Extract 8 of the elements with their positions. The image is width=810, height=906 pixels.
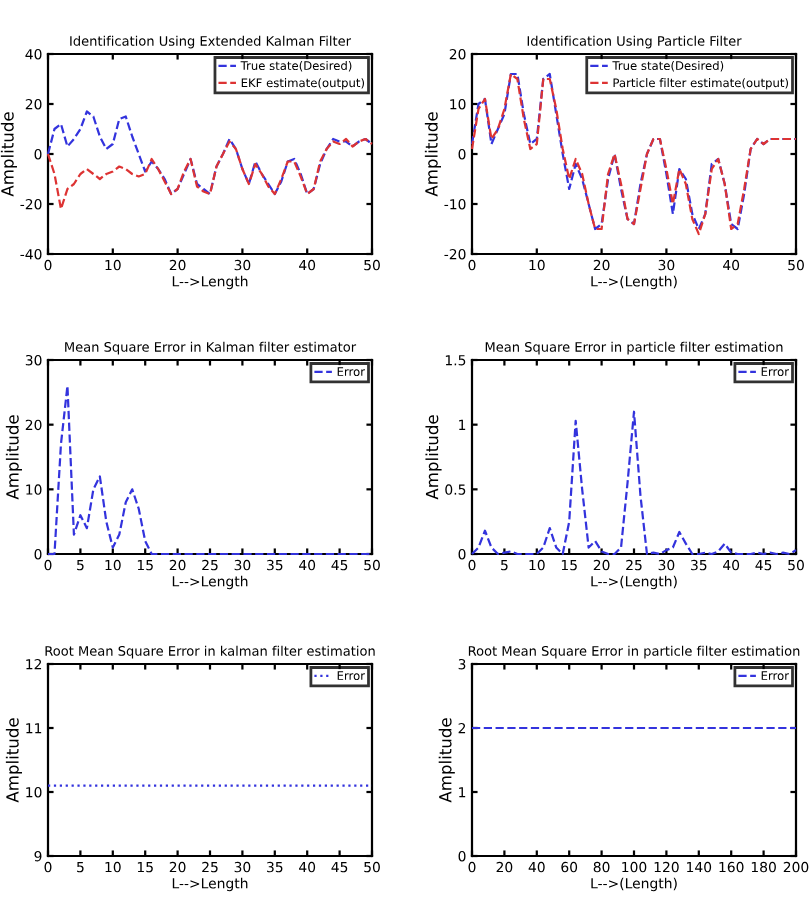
y-axis-title: Amplitude: [424, 112, 441, 197]
y-axis-title: Amplitude: [438, 718, 455, 803]
y-axis-title: Amplitude: [425, 415, 442, 500]
y-axis-title: Amplitude: [0, 112, 17, 197]
line-series: [46, 137, 374, 211]
y-axis-title: Amplitude: [5, 415, 22, 500]
line-series: [46, 110, 374, 196]
y-axis-title: Amplitude: [5, 718, 22, 803]
